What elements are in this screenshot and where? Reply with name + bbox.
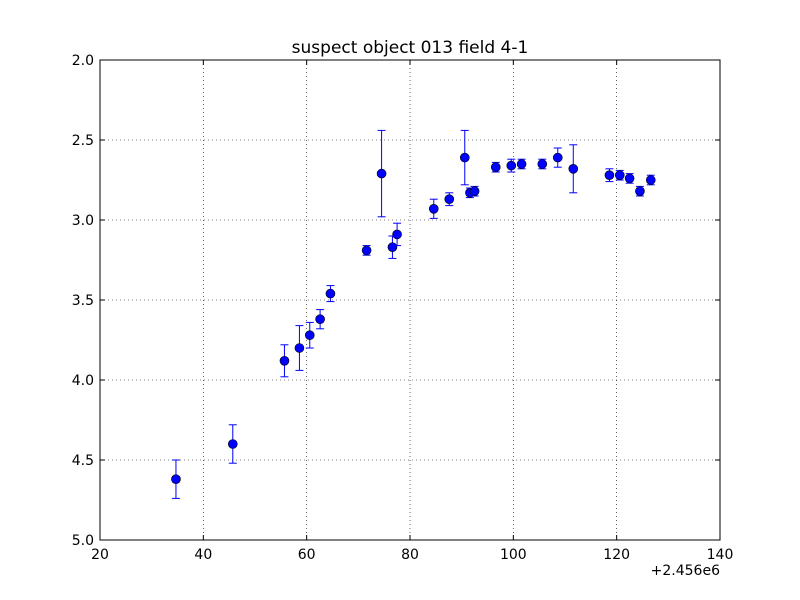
data-point [315, 309, 325, 330]
point-marker [171, 474, 181, 485]
data-point [645, 174, 656, 186]
data-point [428, 198, 439, 219]
data-point [490, 161, 501, 173]
point-marker [325, 288, 336, 299]
y-tick-label: 5.0 [72, 533, 94, 549]
point-marker [315, 314, 325, 325]
point-marker [444, 194, 455, 204]
x-offset-label: +2.456e6 [651, 563, 720, 579]
data-point [294, 325, 305, 371]
x-tick-label: 140 [707, 547, 734, 563]
point-marker [506, 160, 517, 171]
point-marker [279, 355, 290, 366]
data-point [361, 245, 372, 256]
data-point [227, 424, 238, 464]
point-marker [428, 204, 439, 214]
y-tick-label: 4.0 [72, 373, 94, 389]
point-marker [227, 439, 238, 449]
y-tick-label: 2.5 [72, 133, 94, 149]
data-point [376, 129, 387, 218]
axis-ticks: 20 40 60 80 100 120 140 2.0 2.5 3.0 3.5 4.0 4.5 5.0 [72, 53, 734, 563]
y-tick-label: 2.0 [72, 53, 94, 69]
data-point [304, 321, 315, 349]
data-point [516, 158, 527, 170]
point-marker [635, 186, 645, 196]
point-marker [645, 175, 656, 185]
x-tick-label: 100 [500, 547, 527, 563]
x-tick-label: 120 [603, 547, 630, 563]
data-point [568, 144, 579, 194]
data-point [614, 169, 625, 181]
point-marker [361, 245, 372, 256]
point-marker [392, 229, 402, 240]
point-marker [604, 170, 615, 180]
point-marker [624, 173, 635, 184]
point-marker [387, 242, 398, 252]
x-tick-label: 60 [298, 547, 316, 563]
data-point [537, 158, 548, 170]
data-point [635, 185, 645, 197]
data-point [279, 344, 290, 378]
point-marker [294, 343, 305, 353]
data-point [392, 222, 402, 247]
data-series [171, 129, 656, 499]
y-tick-label: 3.0 [72, 213, 94, 229]
data-point [624, 173, 635, 184]
point-marker [516, 159, 527, 169]
data-point [459, 129, 470, 186]
data-point [171, 459, 181, 499]
y-tick-label: 3.5 [72, 293, 94, 309]
point-marker [490, 162, 501, 172]
data-point [469, 185, 480, 197]
y-tick-label: 4.5 [72, 453, 94, 469]
point-marker [568, 164, 579, 174]
point-marker [304, 330, 315, 341]
x-tick-label: 20 [91, 547, 109, 563]
point-marker [376, 168, 387, 179]
chart-title: suspect object 013 field 4-1 [292, 38, 529, 58]
data-point [325, 285, 336, 303]
point-marker [469, 186, 480, 196]
data-point [604, 168, 615, 183]
point-marker [537, 159, 548, 169]
point-marker [614, 170, 625, 180]
data-point [506, 158, 517, 173]
data-point [444, 192, 455, 207]
x-tick-label: 80 [401, 547, 419, 563]
data-point [552, 147, 563, 168]
x-tick-label: 40 [194, 547, 212, 563]
point-marker [552, 152, 563, 163]
point-marker [459, 152, 470, 163]
grid [100, 60, 720, 540]
